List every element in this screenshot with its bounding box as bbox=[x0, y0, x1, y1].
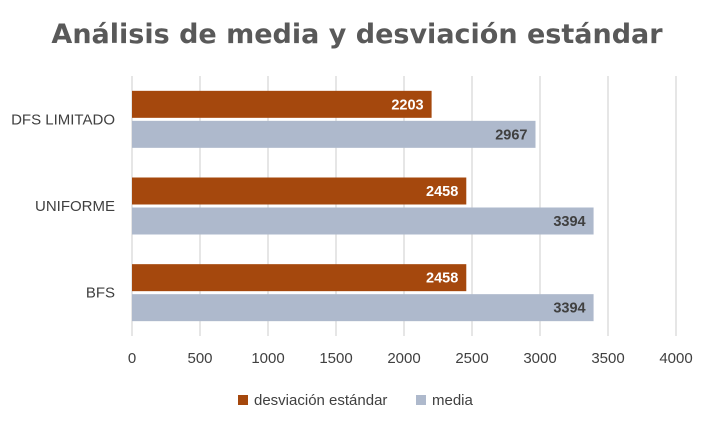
x-tick-label: 3000 bbox=[523, 350, 556, 367]
legend-swatch bbox=[238, 395, 248, 405]
legend-label: desviación estándar bbox=[254, 392, 387, 409]
x-tick-labels: 0 500 1000 1500 2000 2500 3000 3500 4000 bbox=[128, 350, 693, 367]
legend: desviación estándar media bbox=[238, 392, 474, 409]
x-tick-label: 2000 bbox=[387, 350, 420, 367]
category-label: BFS bbox=[86, 285, 115, 302]
x-tick-label: 500 bbox=[187, 350, 212, 367]
bar-desviacion-estandar bbox=[132, 264, 467, 292]
gridlines bbox=[131, 76, 677, 336]
data-label: 3394 bbox=[553, 301, 585, 317]
bar-desviacion-estandar bbox=[132, 90, 432, 118]
data-label: 2458 bbox=[426, 271, 458, 287]
category-labels: DFS LIMITADO UNIFORME BFS bbox=[11, 111, 115, 301]
x-tick-label: 1000 bbox=[251, 350, 284, 367]
legend-swatch bbox=[416, 395, 426, 405]
x-tick-label: 0 bbox=[128, 350, 136, 367]
x-tick-label: 4000 bbox=[659, 350, 692, 367]
data-label: 2203 bbox=[391, 97, 423, 113]
data-label: 2967 bbox=[495, 127, 527, 143]
x-tick-label: 3500 bbox=[591, 350, 624, 367]
bar-media bbox=[132, 294, 594, 322]
data-label: 2458 bbox=[426, 184, 458, 200]
x-tick-label: 2500 bbox=[455, 350, 488, 367]
legend-label: media bbox=[432, 392, 474, 409]
chart-title: Análisis de media y desviación estándar bbox=[51, 19, 663, 50]
data-label: 3394 bbox=[553, 214, 585, 230]
x-tick-label: 1500 bbox=[319, 350, 352, 367]
bar-media bbox=[132, 120, 536, 148]
category-label: UNIFORME bbox=[35, 198, 115, 215]
category-label: DFS LIMITADO bbox=[11, 111, 115, 128]
bars: 2203 2967 2458 3394 2458 3394 bbox=[132, 90, 594, 322]
bar-desviacion-estandar bbox=[132, 177, 467, 205]
bar-media bbox=[132, 207, 594, 235]
